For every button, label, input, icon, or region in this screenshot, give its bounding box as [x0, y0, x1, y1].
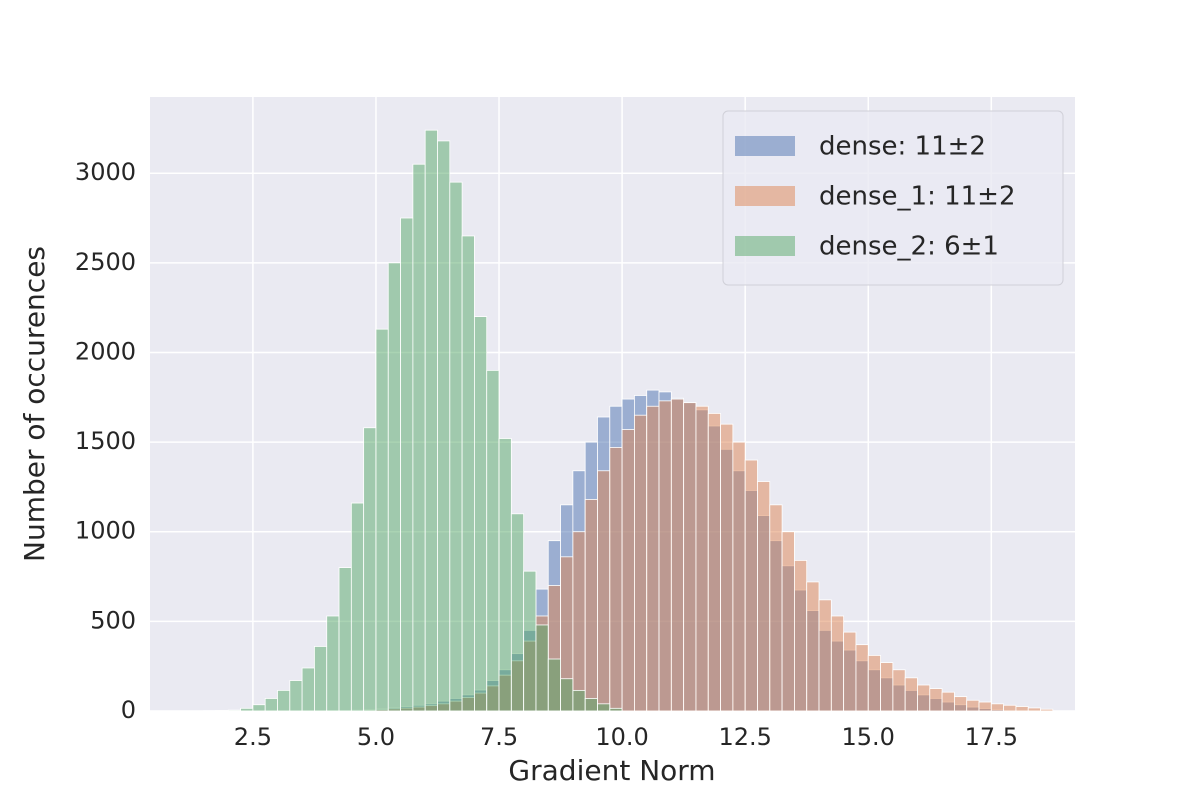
- histogram-bar: [289, 680, 303, 712]
- histogram-bar: [547, 658, 561, 712]
- histogram-bar: [818, 599, 832, 712]
- histogram-bar: [584, 499, 598, 712]
- histogram-bar: [769, 504, 783, 712]
- histogram-bar: [634, 414, 648, 712]
- histogram-bar: [375, 328, 389, 712]
- y-tick-label: 2000: [75, 337, 136, 365]
- histogram-bar: [917, 684, 931, 712]
- histogram-bar: [535, 624, 549, 712]
- histogram-bar: [252, 704, 266, 712]
- histogram-bar: [363, 427, 377, 712]
- legend-swatch: [735, 186, 795, 206]
- y-tick-label: 2500: [75, 248, 136, 276]
- y-tick-label: 1500: [75, 427, 136, 455]
- histogram-bar: [498, 438, 512, 712]
- histogram-bar: [1040, 708, 1054, 712]
- histogram-bar: [474, 316, 488, 712]
- legend-label: dense_1: 11±2: [819, 182, 1016, 212]
- x-tick-label: 2.5: [234, 723, 272, 751]
- histogram-bar: [953, 696, 968, 712]
- histogram-bar: [350, 502, 365, 712]
- histogram-bar: [1015, 706, 1029, 712]
- histogram-bar: [892, 669, 906, 712]
- histogram-bar: [609, 447, 623, 712]
- histogram-bar: [707, 413, 721, 712]
- histogram-bar: [486, 369, 500, 712]
- legend-swatch: [735, 236, 795, 256]
- x-tick-label: 15.0: [842, 723, 895, 751]
- histogram-bar: [683, 402, 697, 712]
- y-tick-label: 500: [90, 606, 136, 634]
- histogram-bar: [966, 699, 980, 712]
- histogram-bar: [757, 481, 771, 712]
- histogram-bar: [584, 698, 598, 712]
- histogram-bar: [597, 470, 611, 712]
- histogram-bar: [609, 707, 623, 712]
- histogram-bar: [597, 703, 611, 712]
- histogram-bar: [830, 615, 845, 712]
- histogram-bar: [387, 262, 401, 712]
- histogram-bar: [424, 129, 438, 712]
- histogram-bar: [781, 531, 795, 712]
- histogram-bar: [326, 615, 340, 712]
- histogram-bar: [806, 581, 820, 712]
- histogram-bar: [449, 181, 463, 712]
- histogram-bar: [720, 423, 734, 712]
- x-axis-label: Gradient Norm: [508, 754, 715, 787]
- histogram-bar: [560, 678, 574, 712]
- histogram-bar: [572, 689, 586, 712]
- y-tick-label: 0: [121, 696, 136, 724]
- histogram-bar: [264, 698, 278, 712]
- histogram-bar: [277, 689, 291, 712]
- histogram-bar: [314, 646, 328, 712]
- x-tick-label: 5.0: [357, 723, 395, 751]
- histogram-bar: [215, 710, 229, 712]
- x-tick-label: 12.5: [718, 723, 771, 751]
- histogram-bar: [880, 662, 894, 712]
- histogram-bar: [941, 691, 955, 712]
- y-axis-label: Number of occurences: [18, 246, 51, 562]
- legend-label: dense_2: 6±1: [819, 232, 999, 262]
- histogram-bar: [572, 531, 586, 712]
- histogram-bar: [240, 707, 254, 712]
- histogram-bar: [301, 667, 315, 712]
- x-tick-label: 7.5: [480, 723, 518, 751]
- histogram-bar: [510, 513, 525, 712]
- legend-label: dense: 11±2: [819, 132, 986, 162]
- histogram-bar: [338, 567, 352, 712]
- histogram-bar: [732, 441, 746, 712]
- histogram-bar: [695, 405, 709, 712]
- histogram-bar: [658, 400, 672, 712]
- histogram-bar: [978, 701, 992, 712]
- histogram-bar: [646, 405, 660, 712]
- histogram-bar: [1027, 707, 1041, 712]
- x-tick-label: 17.5: [965, 723, 1018, 751]
- legend-swatch: [735, 136, 795, 156]
- histogram-bar: [990, 703, 1005, 712]
- histogram-bar: [523, 570, 537, 712]
- histogram-bar: [1003, 704, 1017, 712]
- histogram-bar: [904, 677, 918, 712]
- x-tick-label: 10.0: [595, 723, 648, 751]
- histogram-bar: [670, 398, 685, 712]
- histogram-bar: [227, 709, 241, 712]
- histogram-bar: [843, 631, 857, 712]
- histogram-bar: [412, 163, 426, 712]
- histogram-bar: [793, 560, 808, 712]
- histogram-bar: [855, 644, 869, 712]
- histogram-bar: [400, 217, 414, 712]
- histogram-bar: [867, 655, 881, 712]
- y-tick-label: 1000: [75, 517, 136, 545]
- y-tick-label: 3000: [75, 158, 136, 186]
- histogram-bar: [744, 459, 758, 712]
- legend-box: [722, 110, 1064, 286]
- histogram-bar: [929, 688, 943, 712]
- histogram-bar: [437, 140, 451, 712]
- histogram-bar: [461, 235, 475, 712]
- histogram-bar: [621, 429, 635, 712]
